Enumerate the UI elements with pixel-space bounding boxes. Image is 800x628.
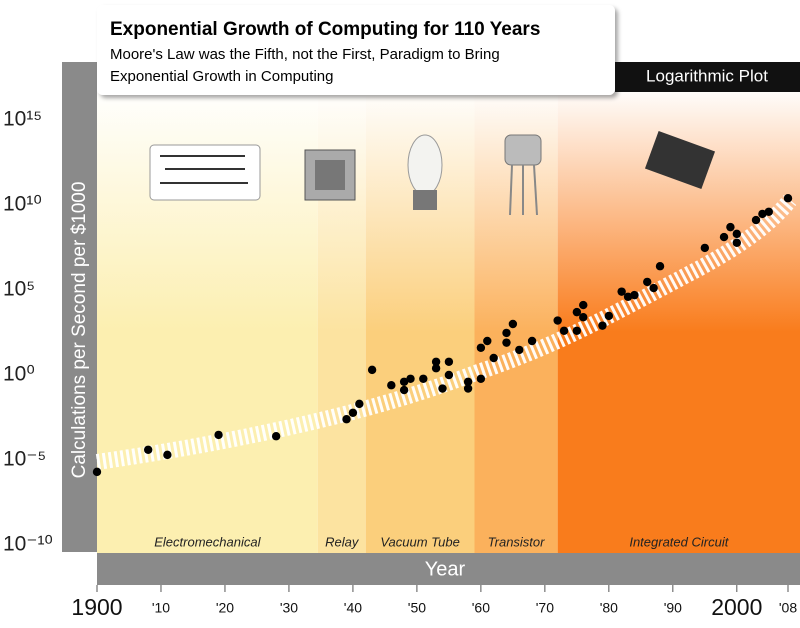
icons xyxy=(149,130,716,216)
chart-title: Exponential Growth of Computing for 110 … xyxy=(110,19,540,40)
data-point xyxy=(572,326,582,335)
x-tick-label: 1900 xyxy=(71,594,122,620)
data-point xyxy=(719,232,729,242)
data-point xyxy=(508,319,518,329)
data-point xyxy=(438,384,447,393)
data-point xyxy=(579,313,588,322)
data-point xyxy=(579,300,588,310)
y-tick-label: 10¹⁵ xyxy=(3,108,42,131)
trend-band xyxy=(95,194,797,470)
subtitle: Exponential Growth in Computing xyxy=(110,68,333,85)
data-point xyxy=(559,326,569,335)
era-label: Vacuum Tube xyxy=(380,534,460,549)
data-point xyxy=(489,353,498,363)
x-tick-label: '50 xyxy=(408,600,426,616)
x-tick-label: '20 xyxy=(216,600,234,616)
data-point xyxy=(431,357,441,366)
data-point xyxy=(163,450,172,460)
data-point xyxy=(367,365,377,375)
era-label: Transistor xyxy=(488,534,545,549)
badge-text: Logarithmic Plot xyxy=(646,66,768,85)
y-tick-label: 10⁰ xyxy=(3,363,35,386)
data-point xyxy=(649,283,658,293)
y-tick-label: 10⁵ xyxy=(3,278,35,301)
data-point xyxy=(598,321,607,330)
x-tick-label: '40 xyxy=(344,600,362,616)
data-point xyxy=(463,377,473,386)
data-point xyxy=(502,328,511,338)
subtitle: Moore's Law was the Fifth, not the First… xyxy=(110,46,500,63)
data-point xyxy=(758,209,767,219)
data-point xyxy=(406,374,415,383)
data-point xyxy=(515,345,524,355)
y-tick-label: 10¹⁰ xyxy=(3,193,42,216)
era-label: Electromechanical xyxy=(154,534,261,549)
y-axis-bar xyxy=(62,62,97,552)
data-point xyxy=(348,408,358,417)
x-tick-label: '90 xyxy=(664,600,682,616)
data-point xyxy=(655,262,665,271)
badge xyxy=(615,62,800,92)
data-point xyxy=(476,374,486,383)
data-point xyxy=(399,385,409,395)
era-label: Integrated Circuit xyxy=(629,534,729,549)
data-point xyxy=(476,343,486,352)
data-point xyxy=(143,445,153,454)
data-point xyxy=(399,377,409,386)
era-backgrounds xyxy=(97,62,800,553)
data-point xyxy=(764,207,774,216)
data-point xyxy=(483,336,492,346)
data-point xyxy=(643,277,652,287)
x-tick-label: '80 xyxy=(600,600,618,616)
data-point xyxy=(783,194,793,203)
era-band xyxy=(317,62,366,553)
x-tick-label: 2000 xyxy=(711,594,762,620)
x-tick-label: '70 xyxy=(536,600,554,616)
y-axis-label: Calculations per Second per $1000 xyxy=(69,182,90,479)
data-point xyxy=(387,381,396,390)
era-band xyxy=(557,62,800,553)
data-point xyxy=(431,364,441,373)
data-point xyxy=(355,399,364,409)
data-point xyxy=(617,287,626,296)
y-tick-label: 10⁻⁵ xyxy=(3,448,46,471)
data-point xyxy=(214,430,223,440)
data-point xyxy=(726,222,735,232)
data-point xyxy=(271,432,281,441)
x-axis-bar xyxy=(97,553,800,585)
data-point xyxy=(92,467,102,477)
x-tick-label: '30 xyxy=(280,600,298,616)
x-axis-label: Year xyxy=(425,558,466,580)
era-label: Relay xyxy=(325,534,360,549)
data-point xyxy=(553,316,562,325)
data-point xyxy=(604,311,614,321)
data-point xyxy=(419,374,428,383)
data-point xyxy=(572,307,582,317)
x-tick-label: '10 xyxy=(152,600,170,616)
data-point xyxy=(463,384,473,393)
title-box xyxy=(97,5,615,95)
x-tick-label: '08 xyxy=(779,600,797,616)
data-point xyxy=(502,338,511,347)
data-point xyxy=(342,415,351,424)
data-point xyxy=(700,243,710,253)
data-point xyxy=(732,238,742,247)
data-point xyxy=(527,336,537,346)
data-point xyxy=(751,215,761,225)
data-point xyxy=(623,292,633,301)
y-tick-label: 10⁻¹⁰ xyxy=(3,533,53,556)
data-point xyxy=(732,229,742,239)
era-band xyxy=(97,62,318,553)
data-point xyxy=(630,290,639,300)
x-tick-label: '60 xyxy=(472,600,490,616)
data-point xyxy=(444,370,454,380)
data-point xyxy=(444,357,454,366)
